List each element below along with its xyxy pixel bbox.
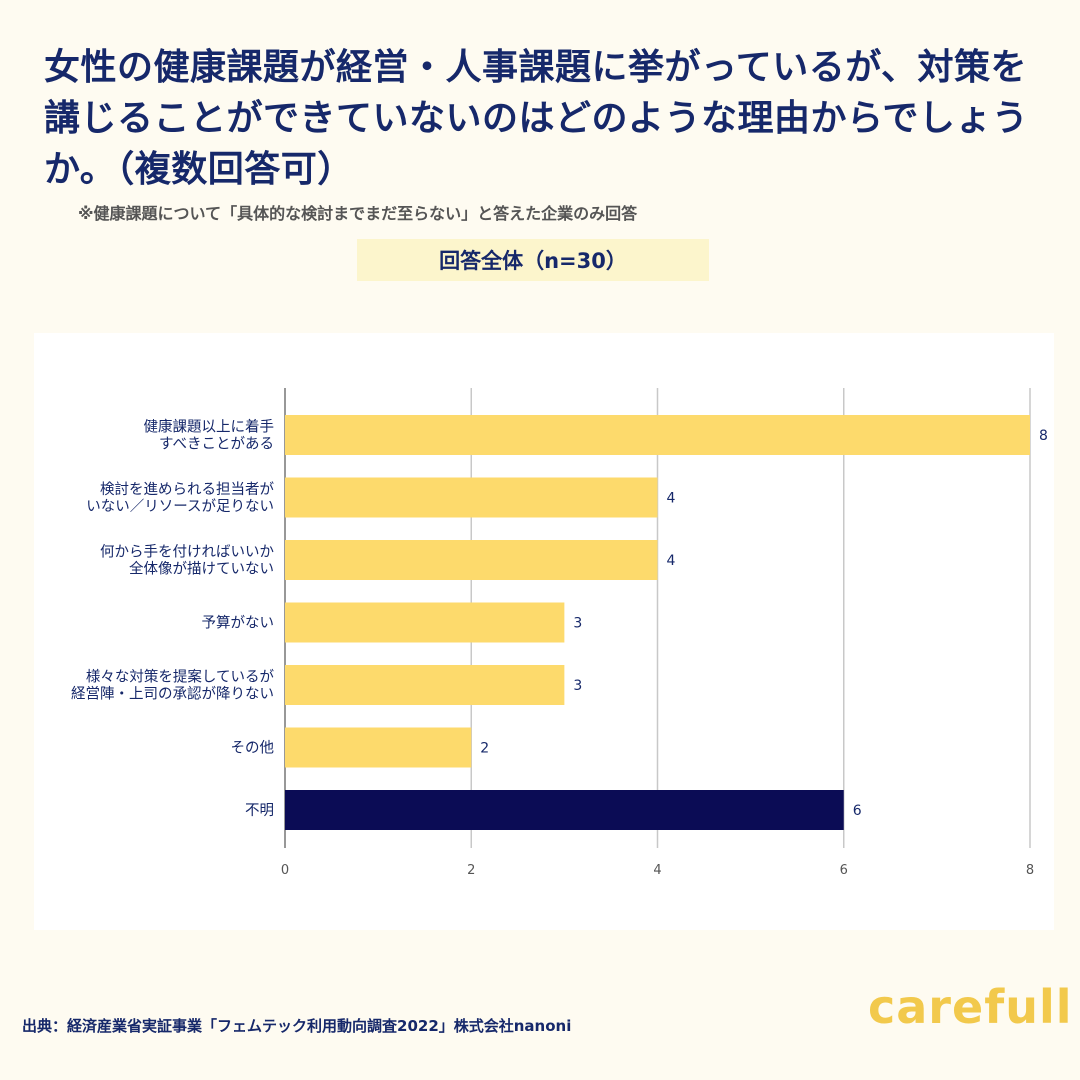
chart-subtitle: 回答全体（n=30） [357, 239, 709, 281]
bar [285, 540, 658, 580]
x-tick-label: 4 [653, 863, 661, 878]
category-label: 何から手を付ければいいか [100, 544, 274, 561]
category-label: 全体像が描けていない [129, 560, 274, 578]
value-label: 2 [480, 741, 489, 757]
category-label: 予算がない [202, 615, 275, 632]
x-tick-label: 0 [281, 863, 289, 878]
x-tick-label: 6 [840, 863, 848, 878]
category-label: 不明 [245, 803, 274, 819]
category-label: 経営陣・上司の承認が降りない [71, 686, 274, 703]
chart-panel: 0 2 4 6 8 8 健康課題以上に着手 すべきことがある 4 検討を進められる担当者が いない／… [34, 333, 1054, 930]
bar [285, 415, 1030, 455]
value-label: 3 [573, 616, 582, 632]
x-tick-label: 8 [1026, 863, 1034, 878]
survey-note: ※健康課題について「具体的な検討までまだ至らない」と答えた企業のみ回答 [78, 204, 638, 223]
category-label: 検討を進められる担当者が [100, 481, 274, 498]
bar [285, 790, 844, 830]
category-label: その他 [231, 740, 275, 757]
category-label: 健康課題以上に着手 [144, 419, 275, 436]
category-label: いない／リソースが足りない [86, 498, 274, 515]
value-label: 4 [667, 491, 676, 507]
value-label: 3 [573, 678, 582, 694]
bar [285, 727, 472, 768]
source-citation: 出典：経済産業省実証事業「フェムテック利用動向調査2022」株式会社nanoni [22, 1017, 572, 1035]
bar [285, 477, 658, 518]
page-title: 女性の健康課題が経営・人事課題に挙がっているが、対策を講じることができていないの… [44, 47, 1029, 190]
category-label: すべきことがある [159, 436, 274, 453]
bar [285, 665, 565, 705]
value-label: 6 [853, 803, 862, 819]
x-tick-label: 2 [467, 863, 475, 878]
bar [285, 602, 565, 643]
brand-logo: carefull [868, 980, 1073, 1034]
value-label: 4 [667, 553, 676, 569]
category-label: 様々な対策を提案しているが [86, 668, 275, 686]
value-label: 8 [1039, 428, 1048, 444]
